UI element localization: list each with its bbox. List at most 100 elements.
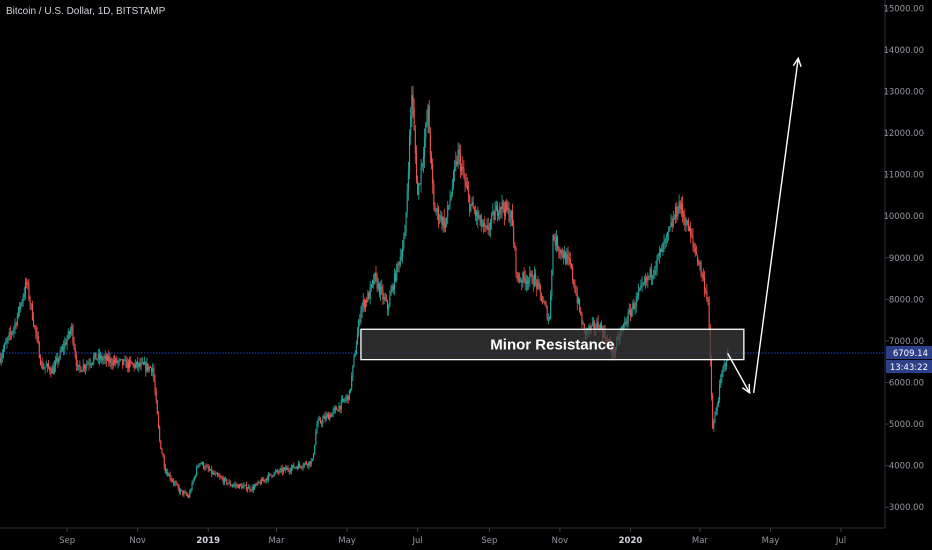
candle-body (141, 362, 143, 364)
candle-body (466, 185, 468, 190)
candle-body (119, 359, 121, 361)
candle-body (456, 161, 458, 165)
candle-body (502, 201, 504, 210)
candle-body (384, 297, 386, 300)
candle-body (29, 298, 31, 304)
candle-body (577, 299, 579, 304)
candle-body (274, 471, 276, 473)
candle-body (285, 467, 287, 470)
candle-body (14, 323, 16, 328)
candle-body (178, 487, 180, 493)
candle-body (21, 301, 23, 304)
candle-body (663, 242, 665, 244)
candle-body (325, 415, 327, 420)
candle-body (332, 410, 334, 414)
candle-body (263, 479, 265, 481)
candle-body (632, 303, 634, 311)
candle-body (167, 472, 169, 477)
candle-body (569, 259, 571, 265)
candle-body (343, 398, 345, 401)
candle-body (429, 132, 431, 156)
candle-body (183, 492, 185, 495)
candle-body (678, 201, 680, 213)
candle-body (399, 257, 401, 266)
candle-body (692, 236, 694, 243)
candle-body (125, 359, 127, 368)
price-axis[interactable]: 3000.00 4000.00 5000.00 6000.00 7000.00 8000.… (883, 4, 924, 513)
candle-body (171, 479, 173, 482)
candle-body (172, 481, 175, 484)
candle-body (345, 398, 347, 401)
candle-body (105, 356, 107, 361)
candle-body (483, 222, 485, 227)
candle-body (272, 475, 274, 477)
candle-body (690, 227, 692, 235)
projection-arrow-group[interactable] (727, 56, 802, 395)
candle-body (455, 161, 457, 167)
candle-body (419, 183, 421, 185)
candle-body (267, 474, 269, 481)
candle-body (168, 474, 170, 477)
candle-body (635, 296, 637, 306)
candle-body (294, 467, 296, 469)
candle-body (60, 350, 62, 352)
candle-body (147, 363, 149, 371)
candle-body (378, 283, 381, 295)
candle-body (712, 395, 714, 429)
candle-body (454, 166, 456, 172)
y-tick-label: 6000.00 (889, 378, 924, 388)
resistance-zone-group[interactable]: Minor Resistance (360, 328, 745, 361)
candle-body (50, 371, 52, 374)
candle-body (428, 105, 430, 133)
candle-body (49, 367, 51, 372)
candle-body (162, 453, 164, 458)
candle-body (445, 217, 448, 224)
candle-body (199, 463, 201, 465)
candle-body (19, 307, 21, 310)
candle-body (710, 360, 713, 396)
candle-body (43, 367, 45, 369)
candle-body (198, 463, 200, 467)
candle-body (4, 344, 6, 350)
candle-body (716, 405, 718, 411)
projection-down-leg[interactable] (727, 353, 751, 394)
candle-body (9, 332, 11, 334)
candle-body (327, 414, 330, 420)
candle-body (570, 264, 573, 268)
candle-body (295, 467, 297, 468)
candle-body (236, 484, 238, 486)
candle-body (308, 461, 310, 466)
candle-body (536, 279, 538, 289)
candle-body (449, 199, 451, 206)
candle-body (130, 360, 132, 363)
candle-body (309, 461, 311, 465)
candle-body (282, 469, 284, 473)
candle-body (722, 367, 724, 373)
x-tick-label: Sep (59, 536, 75, 546)
candle-body (625, 322, 627, 325)
candle-body (286, 468, 288, 470)
candle-body (380, 286, 382, 295)
candle-body (339, 405, 341, 410)
candle-body (268, 473, 271, 475)
candle-body (485, 226, 487, 228)
candle-body (264, 479, 266, 481)
candle-body (190, 490, 192, 492)
candle-body (668, 230, 670, 232)
candle-body (133, 364, 135, 368)
current-price-label: 6709.14 (893, 349, 928, 359)
candle-body (334, 407, 337, 409)
candle-body (355, 344, 357, 355)
candle-body (500, 206, 502, 210)
candle-body (59, 350, 61, 359)
price-tags: 6709.14 13:43:22 (886, 346, 932, 374)
candle-body (30, 303, 32, 305)
projection-up-leg[interactable] (752, 58, 799, 393)
resistance-zone[interactable] (360, 328, 745, 361)
candle-body (131, 362, 133, 365)
candle-body (80, 367, 82, 372)
time-axis[interactable]: Sep Nov 2019 Mar May Jul Sep Nov 2020 Mar May Jul (59, 528, 846, 546)
candle-body (371, 280, 374, 285)
candle-body (90, 363, 92, 365)
